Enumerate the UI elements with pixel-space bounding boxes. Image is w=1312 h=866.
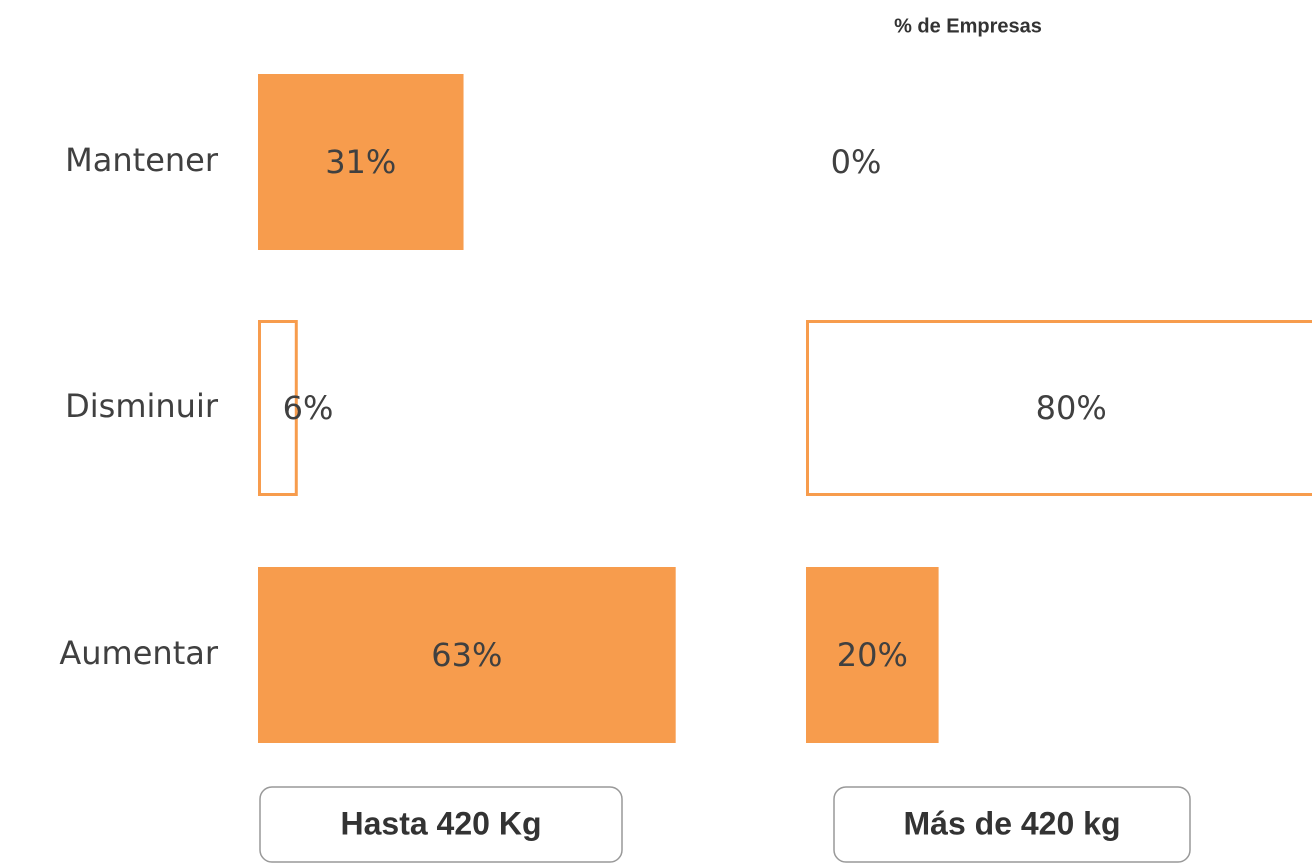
value-label: 20%: [837, 636, 908, 674]
bar: [258, 567, 676, 743]
value-label: 80%: [1036, 389, 1107, 427]
chart-title: % de Empresas: [894, 15, 1042, 37]
panel-box: [833, 786, 1191, 863]
category-label: Disminuir: [65, 387, 219, 425]
value-label: 6%: [283, 389, 334, 427]
bar: [258, 74, 464, 250]
panel-box: [259, 786, 623, 863]
value-label: 0%: [831, 143, 882, 181]
bar: [806, 567, 939, 743]
category-label: Aumentar: [59, 634, 218, 672]
bar: [258, 320, 298, 496]
value-label: 31%: [325, 143, 396, 181]
value-label: 63%: [431, 636, 502, 674]
panel-label: Hasta 420 Kg: [341, 805, 542, 841]
panel-label: Más de 420 kg: [904, 805, 1121, 841]
bar: [806, 320, 1312, 496]
category-label: Mantener: [65, 141, 219, 179]
